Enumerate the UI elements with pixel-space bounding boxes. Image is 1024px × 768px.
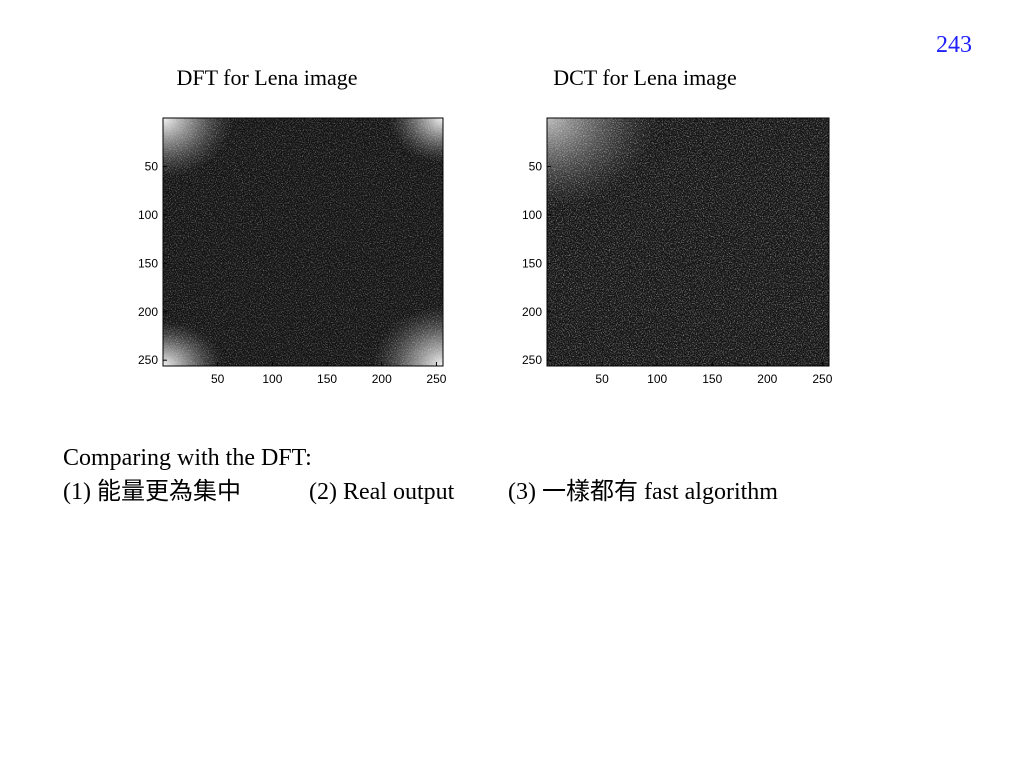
- x-tick-label: 150: [702, 372, 722, 386]
- dct-frame: [546, 117, 830, 367]
- page-number: 243: [936, 32, 972, 58]
- y-tick-label: 150: [138, 256, 158, 270]
- caption-item: (1) 能量更為集中: [63, 478, 241, 505]
- y-tick-label: 250: [522, 353, 542, 367]
- y-tick-label: 100: [138, 208, 158, 222]
- x-tick-label: 200: [372, 372, 392, 386]
- y-tick-label: 100: [522, 208, 542, 222]
- y-tick-label: 50: [145, 159, 159, 173]
- x-tick-label: 250: [426, 372, 446, 386]
- y-tick-label: 200: [138, 305, 158, 319]
- y-tick-label: 50: [529, 159, 543, 173]
- x-tick-label: 250: [812, 372, 832, 386]
- x-tick-label: 150: [317, 372, 337, 386]
- y-tick-label: 200: [522, 305, 542, 319]
- dft-image: [163, 118, 443, 366]
- dct-image: [547, 118, 829, 366]
- x-tick-label: 200: [757, 372, 777, 386]
- x-tick-label: 50: [595, 372, 609, 386]
- y-tick-label: 150: [522, 256, 542, 270]
- x-tick-label: 100: [262, 372, 282, 386]
- dft-frame: [162, 117, 444, 367]
- panel-title: DCT for Lena image: [553, 65, 736, 90]
- x-tick-label: 50: [211, 372, 225, 386]
- caption-item: (3) 一樣都有 fast algorithm: [508, 478, 778, 505]
- caption-heading: Comparing with the DFT:: [63, 445, 312, 471]
- x-tick-label: 100: [647, 372, 667, 386]
- panel-title: DFT for Lena image: [176, 65, 357, 90]
- y-tick-label: 250: [138, 353, 158, 367]
- caption-item: (2) Real output: [309, 479, 455, 505]
